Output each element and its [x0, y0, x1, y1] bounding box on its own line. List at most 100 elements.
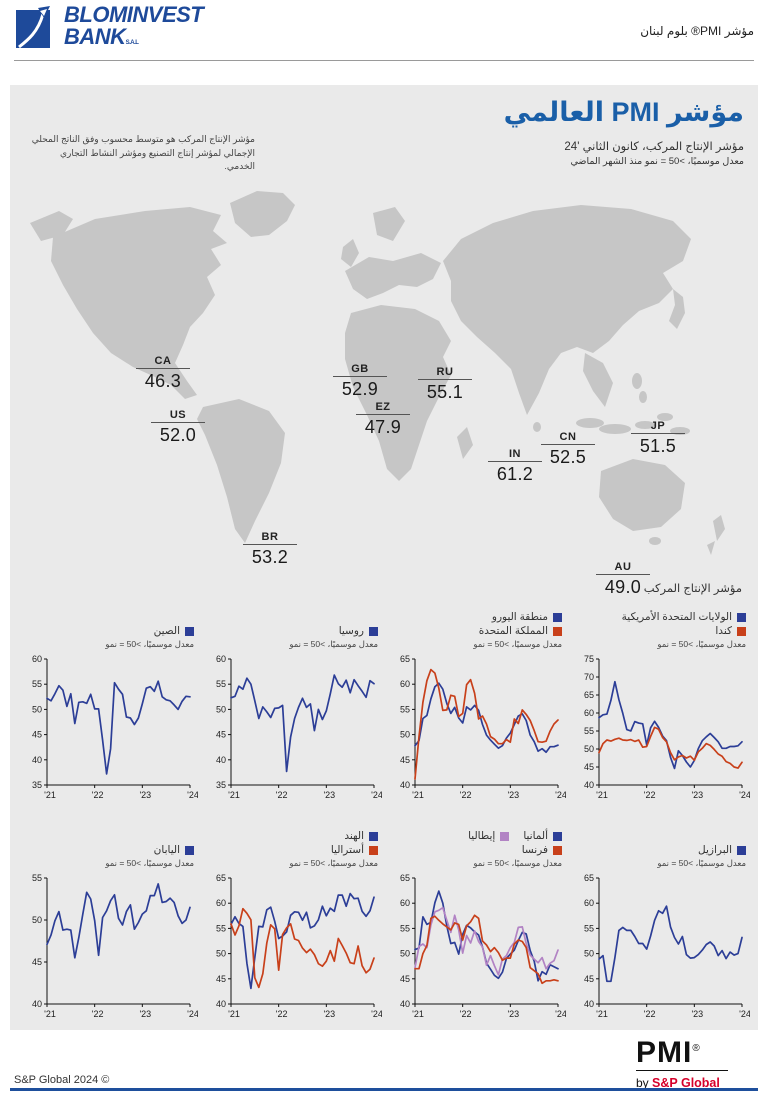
map-label-us: US 52.0 — [151, 409, 205, 446]
series-line — [414, 682, 559, 754]
line-chart-eurozone-uk: 40 45 50 55 60 65 '21 '22 '23 '24 — [400, 654, 566, 800]
legend-swatch-icon — [737, 612, 746, 622]
map-label-cn: CN 52.5 — [541, 431, 595, 468]
chart-russia: روسيا معدل موسميًا، >50 = نمو 35 40 45 50 55 60… — [204, 598, 382, 805]
series-line — [414, 890, 559, 982]
svg-text:75: 75 — [584, 654, 594, 664]
legend-swatch-icon — [185, 626, 194, 636]
chart-legend: الصين معدل موسميًا، >50 = نمو — [20, 598, 198, 653]
legend-swatch-icon — [369, 845, 378, 855]
country-code: BR — [243, 531, 297, 545]
svg-text:'22: '22 — [644, 790, 656, 800]
index-description: مؤشر الإنتاج المركب هو متوسط محسوب وفق ا… — [31, 134, 255, 171]
legend-swatch-icon — [369, 626, 378, 636]
bottom-accent-bar — [10, 1088, 758, 1091]
svg-text:'24: '24 — [371, 790, 382, 800]
country-code: JP — [631, 420, 685, 434]
country-code: GB — [333, 363, 387, 377]
svg-text:'21: '21 — [44, 790, 56, 800]
country-code: US — [151, 409, 205, 423]
series-line — [414, 668, 559, 780]
svg-text:'24: '24 — [555, 790, 566, 800]
svg-text:55: 55 — [584, 923, 594, 933]
line-chart-brazil: 40 45 50 55 60 65 '21 '22 '23 '24 — [584, 873, 750, 1019]
legend-label: اليابان — [153, 844, 180, 856]
svg-text:'24: '24 — [371, 1009, 382, 1019]
legend-label: كندا — [715, 625, 732, 637]
copyright-text: S&P Global 2024 © — [14, 1074, 110, 1086]
country-code: CA — [136, 355, 190, 369]
svg-text:50: 50 — [216, 949, 226, 959]
svg-text:65: 65 — [216, 873, 226, 883]
svg-text:'21: '21 — [228, 790, 240, 800]
legend-label: منطقة اليورو — [491, 611, 548, 623]
svg-text:35: 35 — [32, 780, 42, 790]
svg-text:55: 55 — [584, 726, 594, 736]
svg-text:55: 55 — [32, 679, 42, 689]
country-code: AU — [596, 561, 650, 575]
chart-germany-italy-france: ألمانيا إيطاليا فرنسا معدل موسميًا، >50 = ن… — [388, 817, 566, 1024]
legend-entry: أستراليا — [331, 844, 378, 856]
legend-entry: البرازيل — [698, 844, 746, 856]
svg-text:'23: '23 — [139, 790, 151, 800]
chart-note: معدل موسميًا، >50 = نمو — [473, 639, 562, 649]
chart-china: الصين معدل موسميًا، >50 = نمو 35 40 45 50 55 60… — [20, 598, 198, 805]
svg-text:65: 65 — [584, 873, 594, 883]
line-chart-russia: 35 40 45 50 55 60 '21 '22 '23 '24 — [216, 654, 382, 800]
svg-text:50: 50 — [32, 915, 42, 925]
report-panel: مؤشر PMI العالمي مؤشر الإنتاج المركب، كا… — [10, 85, 758, 1030]
legend-label: ألمانيا — [523, 830, 548, 842]
legend-label: الولايات المتحدة الأمريكية — [621, 611, 732, 623]
svg-text:60: 60 — [32, 654, 42, 664]
svg-text:50: 50 — [584, 744, 594, 754]
line-chart-germany-italy-france: 40 45 50 55 60 65 '21 '22 '23 '24 — [400, 873, 566, 1019]
svg-text:'22: '22 — [460, 790, 472, 800]
line-chart-india-australia: 40 45 50 55 60 65 '21 '22 '23 '24 — [216, 873, 382, 1019]
legend-swatch-icon — [369, 831, 378, 841]
svg-text:45: 45 — [216, 974, 226, 984]
page-title: مؤشر PMI العالمي — [503, 97, 744, 127]
svg-text:'23: '23 — [507, 1009, 519, 1019]
legend-swatch-icon — [737, 845, 746, 855]
svg-text:40: 40 — [216, 999, 226, 1009]
svg-text:'22: '22 — [92, 1009, 104, 1019]
charts-section-label: مؤشر الإنتاج المركب — [643, 583, 742, 595]
svg-text:'21: '21 — [44, 1009, 56, 1019]
svg-text:'22: '22 — [644, 1009, 656, 1019]
svg-text:45: 45 — [584, 974, 594, 984]
svg-text:'24: '24 — [187, 790, 198, 800]
chart-note: معدل موسميًا، >50 = نمو — [105, 639, 194, 649]
pmi-registered-mark: ® — [692, 1043, 701, 1054]
svg-text:'22: '22 — [276, 790, 288, 800]
svg-text:'24: '24 — [739, 1009, 750, 1019]
country-pmi-value: 47.9 — [364, 417, 402, 437]
country-pmi-value: 51.5 — [639, 436, 677, 456]
logo-line1: BLOMINVEST — [64, 2, 204, 27]
series-line — [414, 914, 559, 985]
chart-note: معدل موسميًا، >50 = نمو — [289, 858, 378, 868]
pmi-charts-grid: الصين معدل موسميًا، >50 = نمو 35 40 45 50 55 60… — [20, 598, 750, 1024]
country-pmi-value: 49.0 — [604, 577, 642, 597]
legend-entry: إيطاليا — [468, 830, 510, 842]
chart-japan: اليابان معدل موسميًا، >50 = نمو 40 45 50 55 '2… — [20, 817, 198, 1024]
legend-entry: ألمانيا — [523, 830, 562, 842]
svg-text:'22: '22 — [460, 1009, 472, 1019]
map-label-gb: GB 52.9 — [333, 363, 387, 400]
svg-text:'24: '24 — [555, 1009, 566, 1019]
svg-text:65: 65 — [400, 873, 410, 883]
world-map-image — [30, 191, 725, 555]
chart-note: معدل موسميًا، >50 = نمو — [105, 858, 194, 868]
legend-swatch-icon — [500, 831, 510, 841]
legend-swatch-icon — [553, 845, 562, 855]
series-line — [230, 892, 375, 990]
svg-text:45: 45 — [584, 762, 594, 772]
map-label-jp: JP 51.5 — [631, 420, 685, 457]
country-pmi-value: 52.5 — [549, 447, 587, 467]
legend-swatch-icon — [737, 626, 746, 636]
svg-text:'21: '21 — [596, 790, 608, 800]
country-code: IN — [488, 448, 542, 462]
country-code: CN — [541, 431, 595, 445]
svg-text:60: 60 — [216, 654, 226, 664]
chart-brazil: البرازيل معدل موسميًا، >50 = نمو 40 45 50 55 6… — [572, 817, 750, 1024]
svg-text:55: 55 — [216, 679, 226, 689]
